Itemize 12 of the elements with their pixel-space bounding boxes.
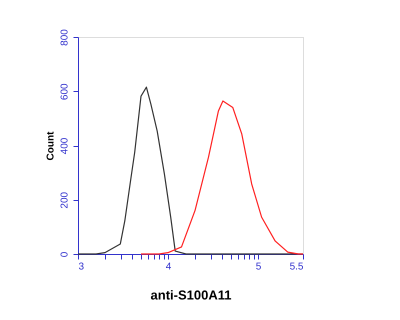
x-tick-label: 5 [256,262,262,272]
x-axis-title: anti-S100A11 [150,288,232,302]
y-tick-label: 400 [60,137,70,154]
y-axis-title: Count [46,130,56,160]
x-tick-label: 3 [78,262,84,272]
x-tick-label: 5.5 [290,262,304,272]
line-series [140,100,304,255]
y-tick-label: 200 [60,191,70,209]
x-tick-label: 4 [166,262,172,272]
y-tick-label: 0 [60,251,70,258]
y-tick-label: 600 [60,82,70,100]
y-tick-label: 800 [60,28,70,46]
